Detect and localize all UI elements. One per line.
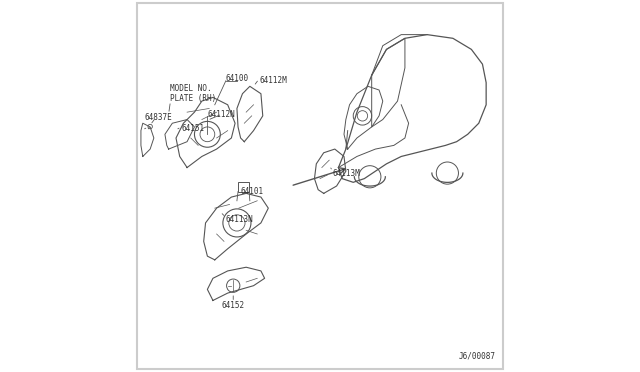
Text: 64837E: 64837E — [145, 113, 172, 122]
Text: MODEL NO.
PLATE (RH): MODEL NO. PLATE (RH) — [170, 84, 217, 103]
Bar — [238, 182, 249, 192]
Text: 64113N: 64113N — [226, 215, 253, 224]
Text: J6/00087: J6/00087 — [458, 351, 495, 360]
Text: 64113M: 64113M — [333, 169, 361, 177]
Text: 64151: 64151 — [182, 124, 205, 133]
Text: 64101: 64101 — [241, 187, 264, 196]
Text: 64100: 64100 — [226, 74, 249, 83]
Text: 64112M: 64112M — [259, 76, 287, 85]
Text: 64152: 64152 — [221, 301, 244, 311]
Text: 64112N: 64112N — [207, 109, 235, 119]
